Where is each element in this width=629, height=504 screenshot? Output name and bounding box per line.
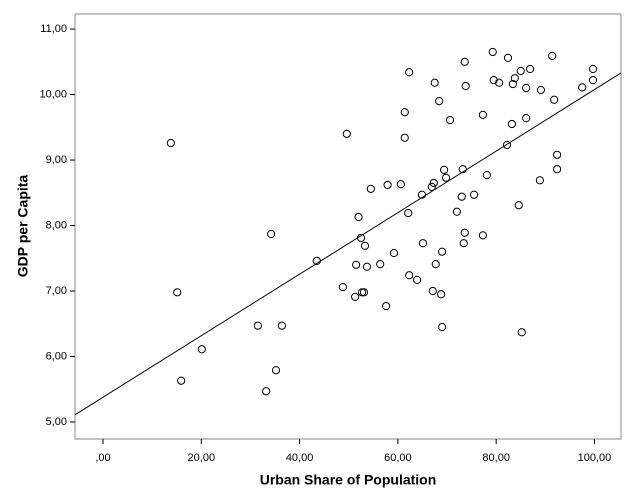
point (277, 321, 287, 330)
x-tick-label: 20,00 (188, 452, 216, 464)
point (482, 170, 491, 180)
point (438, 247, 447, 256)
y-tick-label: 7,00 (46, 285, 67, 297)
point (427, 182, 436, 191)
point (522, 83, 531, 93)
point (177, 376, 186, 385)
x-tick-label: ,00 (95, 452, 110, 464)
point (439, 165, 449, 174)
point (441, 173, 451, 182)
point (535, 176, 545, 185)
point (553, 150, 562, 159)
point (553, 165, 562, 174)
point (516, 66, 525, 76)
point (271, 366, 281, 375)
point (435, 96, 444, 106)
y-axis-title: GDP per Capita (15, 175, 31, 278)
point (536, 85, 545, 95)
y-tick-label: 6,00 (46, 350, 67, 362)
point (366, 184, 375, 193)
point (418, 239, 428, 248)
point (517, 328, 526, 337)
point (514, 201, 523, 210)
point (354, 212, 363, 222)
point (510, 74, 519, 83)
y-tick-label: 8,00 (46, 219, 67, 231)
point (588, 76, 598, 85)
point (412, 275, 422, 284)
point (359, 288, 369, 297)
point (429, 178, 438, 188)
point (489, 76, 498, 85)
point (381, 301, 391, 311)
point (342, 129, 351, 138)
y-tick-label: 9,00 (46, 154, 67, 166)
point (389, 248, 399, 258)
point (266, 229, 276, 239)
point (488, 47, 497, 57)
fit-line (74, 72, 622, 416)
point (360, 241, 370, 250)
point (253, 321, 262, 330)
point (588, 64, 598, 74)
point (460, 57, 469, 66)
point (405, 271, 414, 280)
point (437, 290, 446, 299)
y-tick-label: 5,00 (46, 416, 67, 428)
point (578, 83, 587, 92)
x-tick-label: 100,00 (578, 452, 612, 464)
point (405, 68, 414, 77)
point (503, 53, 513, 62)
point (457, 192, 466, 201)
point (452, 207, 461, 216)
point (173, 288, 182, 297)
point (438, 322, 447, 332)
point (525, 64, 535, 74)
point (400, 108, 409, 117)
x-tick-label: 40,00 (286, 452, 314, 464)
point (396, 180, 405, 189)
point (430, 78, 439, 87)
point (478, 110, 488, 119)
point (197, 345, 206, 354)
point (376, 260, 385, 269)
x-tick-label: 60,00 (384, 452, 412, 464)
point (478, 231, 488, 240)
point (495, 78, 504, 87)
point (502, 140, 512, 150)
point (461, 81, 470, 91)
point (352, 260, 361, 269)
y-tick-label: 11,00 (40, 23, 67, 35)
point (469, 190, 479, 199)
point (507, 119, 516, 129)
point (459, 239, 468, 248)
point (460, 228, 469, 237)
point (383, 180, 392, 190)
point (431, 260, 440, 269)
point (362, 262, 372, 271)
point (262, 387, 271, 396)
point (404, 208, 413, 218)
y-tick-label: 10,00 (39, 88, 67, 100)
point (338, 282, 347, 292)
point (428, 286, 437, 296)
point (508, 79, 517, 89)
plot-area (74, 13, 622, 440)
point (550, 95, 559, 104)
point (357, 288, 367, 297)
point (522, 114, 531, 123)
x-axis-title: Urban Share of Population (260, 472, 437, 488)
point (548, 51, 557, 61)
point (445, 115, 455, 125)
point (400, 133, 409, 142)
point (166, 138, 175, 148)
point (351, 292, 360, 301)
x-tick-label: 80,00 (482, 452, 510, 464)
